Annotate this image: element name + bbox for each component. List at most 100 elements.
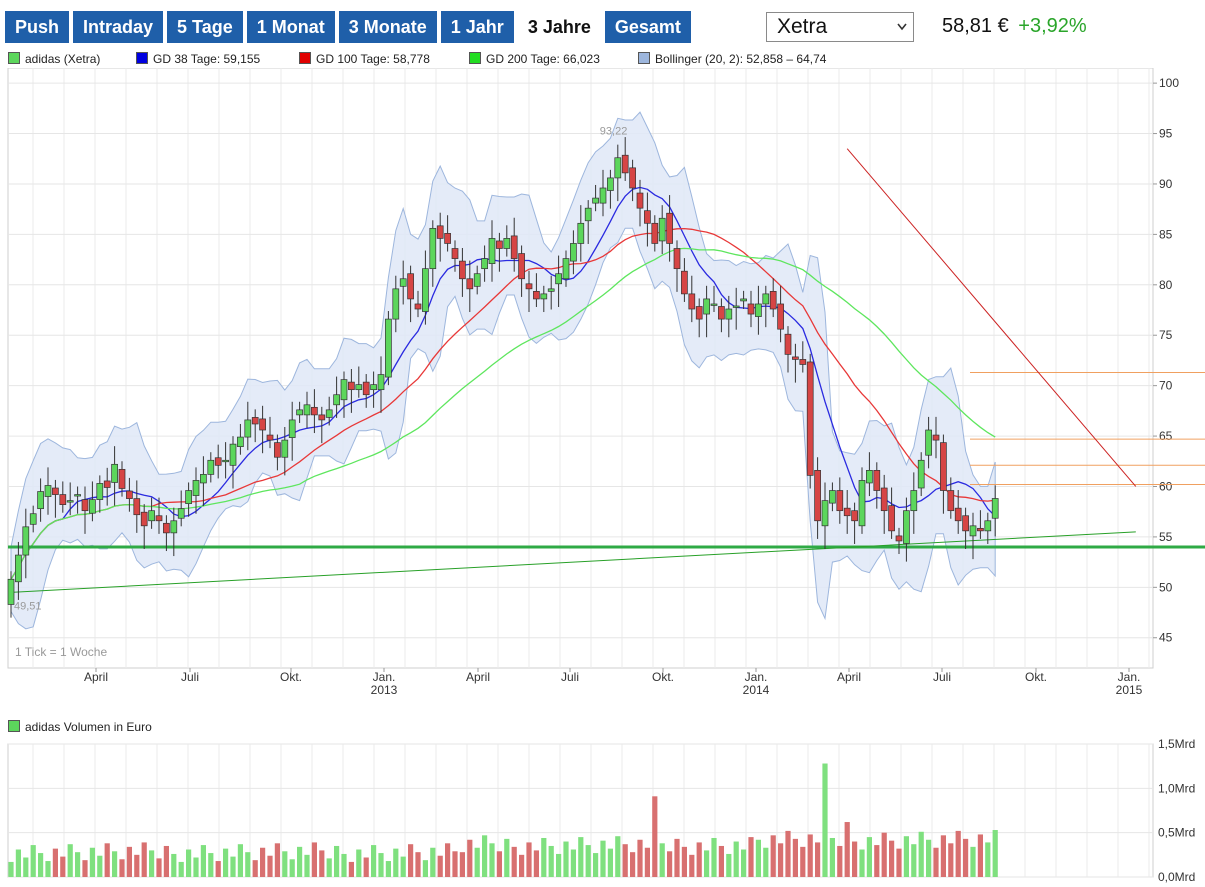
volume-bar bbox=[541, 837, 547, 877]
tab-gesamt[interactable]: Gesamt bbox=[604, 11, 691, 43]
candle-body bbox=[636, 192, 644, 209]
candle-body bbox=[681, 270, 688, 295]
candle-body bbox=[207, 459, 215, 475]
volume-bar bbox=[600, 840, 606, 877]
volume-bar bbox=[297, 846, 303, 877]
volume-bar bbox=[319, 850, 325, 877]
exchange-select[interactable]: Xetra bbox=[766, 12, 914, 42]
tab-3-jahre[interactable]: 3 Jahre bbox=[517, 11, 601, 43]
volume-bar bbox=[274, 843, 280, 877]
volume-bar bbox=[807, 834, 813, 877]
tab-push[interactable]: Push bbox=[5, 11, 70, 43]
candle-body bbox=[732, 305, 740, 308]
tick-note: 1 Tick = 1 Woche bbox=[15, 645, 107, 659]
volume-bar bbox=[815, 842, 821, 877]
volume-bar bbox=[311, 842, 317, 877]
volume-bar bbox=[223, 848, 229, 877]
candle-body bbox=[148, 510, 155, 522]
volume-bar bbox=[563, 841, 569, 877]
y-tick-label: 85 bbox=[1159, 227, 1173, 241]
tab-1-jahr[interactable]: 1 Jahr bbox=[440, 11, 514, 43]
tab-3-monate[interactable]: 3 Monate bbox=[338, 11, 437, 43]
tab-1-monat[interactable]: 1 Monat bbox=[246, 11, 335, 43]
candle-body bbox=[192, 480, 200, 496]
plot-area bbox=[7, 68, 1154, 669]
candle-body bbox=[414, 303, 422, 310]
volume-bar bbox=[963, 838, 969, 877]
volume-bar bbox=[548, 845, 554, 877]
candle-body bbox=[259, 418, 266, 431]
volume-bar bbox=[104, 843, 110, 877]
volume-bar bbox=[926, 839, 932, 877]
volume-bar bbox=[881, 832, 887, 877]
volume-bar bbox=[992, 830, 998, 877]
gd200-line bbox=[10, 247, 996, 580]
volume-bar bbox=[704, 850, 710, 877]
volume-legend: adidas Volumen in Euro bbox=[8, 720, 152, 734]
candle-body bbox=[510, 235, 518, 259]
legend-bollinger: Bollinger (20, 2): 52,858 – 64,74 bbox=[638, 52, 826, 66]
x-tick-label: Juli bbox=[933, 670, 951, 684]
volume-bar bbox=[526, 842, 532, 877]
candle-body bbox=[362, 381, 370, 396]
candle-body bbox=[22, 526, 30, 556]
volume-bar bbox=[45, 861, 51, 877]
candle-body bbox=[866, 470, 873, 484]
candle-body bbox=[821, 500, 829, 527]
candle-body bbox=[96, 483, 104, 500]
tab-5-tage[interactable]: 5 Tage bbox=[167, 11, 243, 43]
volume-bar bbox=[748, 837, 754, 877]
volume-bar bbox=[896, 848, 902, 877]
candle-body bbox=[577, 222, 585, 244]
candle-body bbox=[311, 406, 318, 416]
volume-bar bbox=[570, 849, 576, 877]
candle-body bbox=[940, 442, 947, 491]
volume-bar bbox=[445, 843, 451, 877]
volume-bar bbox=[245, 852, 251, 877]
candle-body bbox=[303, 404, 311, 416]
candle-body bbox=[658, 217, 666, 242]
volume-bar bbox=[378, 853, 384, 877]
volume-bar bbox=[644, 847, 650, 877]
x-tick-label: Jan. bbox=[1118, 670, 1141, 684]
volume-bar bbox=[422, 860, 428, 877]
candle-body bbox=[562, 258, 570, 280]
candle-body bbox=[244, 419, 252, 438]
candle-body bbox=[843, 507, 851, 517]
y-tick-label: 75 bbox=[1159, 328, 1173, 342]
candle-body bbox=[525, 283, 533, 290]
exchange-selected-value: Xetra bbox=[777, 15, 828, 38]
volume-bar bbox=[844, 822, 850, 877]
volume-bar bbox=[578, 837, 584, 877]
candle-body bbox=[111, 463, 118, 483]
candle-body bbox=[584, 207, 592, 222]
candle-body bbox=[703, 298, 710, 315]
candle-body bbox=[436, 225, 444, 239]
candle-body bbox=[281, 439, 289, 458]
candle-body bbox=[555, 273, 562, 285]
candle-body bbox=[29, 513, 37, 525]
candle-body bbox=[266, 434, 274, 441]
candle-body bbox=[429, 227, 437, 270]
volume-bar bbox=[348, 861, 354, 877]
x-tick-label: Jan. bbox=[373, 670, 396, 684]
volume-bar bbox=[948, 843, 954, 877]
candle-body bbox=[473, 273, 481, 287]
legend-bollinger-swatch bbox=[638, 52, 650, 64]
volume-bar bbox=[363, 857, 369, 877]
y-tick-label: 60 bbox=[1159, 479, 1173, 493]
candle-body bbox=[444, 233, 451, 244]
tab-intraday[interactable]: Intraday bbox=[73, 11, 164, 43]
volume-bar bbox=[955, 830, 961, 877]
period-tabs: Push Intraday 5 Tage 1 Monat 3 Monate 1 … bbox=[5, 11, 691, 43]
candle-body bbox=[37, 491, 44, 510]
candle-body bbox=[288, 419, 296, 438]
y-tick-label: 65 bbox=[1159, 429, 1173, 443]
candle-body bbox=[399, 278, 407, 287]
x-year-label: 2015 bbox=[1116, 683, 1143, 697]
volume-bar bbox=[718, 845, 724, 877]
candle-body bbox=[15, 554, 22, 583]
volume-bar bbox=[208, 853, 214, 877]
volume-bar bbox=[467, 839, 473, 877]
volume-y-tick-label: 1,0Mrd bbox=[1158, 781, 1195, 795]
